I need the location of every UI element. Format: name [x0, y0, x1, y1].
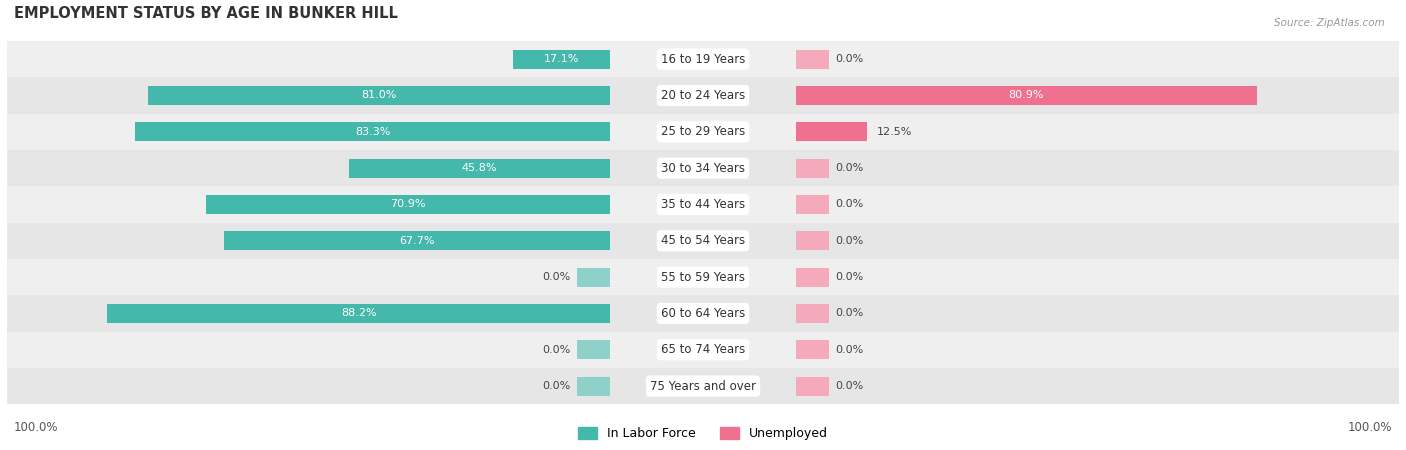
Text: 0.0%: 0.0%: [835, 308, 863, 319]
Text: 35 to 44 Years: 35 to 44 Years: [661, 198, 745, 211]
Bar: [7, 223, 1399, 259]
Text: 20 to 24 Years: 20 to 24 Years: [661, 89, 745, 102]
Text: 30 to 34 Years: 30 to 34 Years: [661, 162, 745, 175]
Text: 0.0%: 0.0%: [543, 272, 571, 282]
Text: 16 to 19 Years: 16 to 19 Years: [661, 53, 745, 66]
Text: 75 Years and over: 75 Years and over: [650, 380, 756, 392]
Bar: [576, 340, 610, 359]
Text: 25 to 29 Years: 25 to 29 Years: [661, 125, 745, 138]
Text: 0.0%: 0.0%: [835, 54, 863, 64]
Bar: [796, 377, 830, 396]
Text: 0.0%: 0.0%: [543, 345, 571, 355]
Text: 67.7%: 67.7%: [399, 236, 434, 246]
Text: 17.1%: 17.1%: [544, 54, 579, 64]
Text: Source: ZipAtlas.com: Source: ZipAtlas.com: [1274, 18, 1385, 28]
Bar: [107, 304, 610, 323]
Bar: [7, 332, 1399, 368]
Bar: [7, 150, 1399, 186]
Bar: [576, 377, 610, 396]
Bar: [349, 159, 610, 178]
Text: 100.0%: 100.0%: [1348, 421, 1392, 434]
Text: 81.0%: 81.0%: [361, 90, 396, 100]
Text: 0.0%: 0.0%: [835, 199, 863, 209]
Text: 83.3%: 83.3%: [356, 127, 391, 137]
Bar: [135, 122, 610, 141]
Bar: [576, 268, 610, 287]
Bar: [7, 114, 1399, 150]
Legend: In Labor Force, Unemployed: In Labor Force, Unemployed: [572, 422, 834, 445]
Text: 70.9%: 70.9%: [391, 199, 426, 209]
Text: 0.0%: 0.0%: [835, 163, 863, 173]
Text: 12.5%: 12.5%: [877, 127, 912, 137]
Text: 0.0%: 0.0%: [835, 345, 863, 355]
Bar: [7, 77, 1399, 114]
Text: 60 to 64 Years: 60 to 64 Years: [661, 307, 745, 320]
Text: 0.0%: 0.0%: [835, 381, 863, 391]
Bar: [513, 50, 610, 68]
Bar: [796, 122, 868, 141]
Bar: [7, 368, 1399, 404]
Bar: [7, 259, 1399, 295]
Text: 80.9%: 80.9%: [1008, 90, 1045, 100]
Bar: [796, 195, 830, 214]
Text: 0.0%: 0.0%: [543, 381, 571, 391]
Bar: [796, 159, 830, 178]
Text: 45.8%: 45.8%: [463, 163, 498, 173]
Bar: [796, 268, 830, 287]
Bar: [796, 231, 830, 250]
Text: 45 to 54 Years: 45 to 54 Years: [661, 234, 745, 248]
Text: 65 to 74 Years: 65 to 74 Years: [661, 343, 745, 356]
Text: 0.0%: 0.0%: [835, 236, 863, 246]
Text: 0.0%: 0.0%: [835, 272, 863, 282]
Bar: [207, 195, 610, 214]
Text: EMPLOYMENT STATUS BY AGE IN BUNKER HILL: EMPLOYMENT STATUS BY AGE IN BUNKER HILL: [14, 6, 398, 21]
Bar: [224, 231, 610, 250]
Bar: [149, 86, 610, 105]
Text: 88.2%: 88.2%: [342, 308, 377, 319]
Bar: [796, 50, 830, 68]
Bar: [796, 86, 1257, 105]
Bar: [7, 41, 1399, 77]
Bar: [7, 295, 1399, 332]
Bar: [7, 186, 1399, 223]
Text: 100.0%: 100.0%: [14, 421, 58, 434]
Bar: [796, 340, 830, 359]
Bar: [796, 304, 830, 323]
Text: 55 to 59 Years: 55 to 59 Years: [661, 270, 745, 284]
